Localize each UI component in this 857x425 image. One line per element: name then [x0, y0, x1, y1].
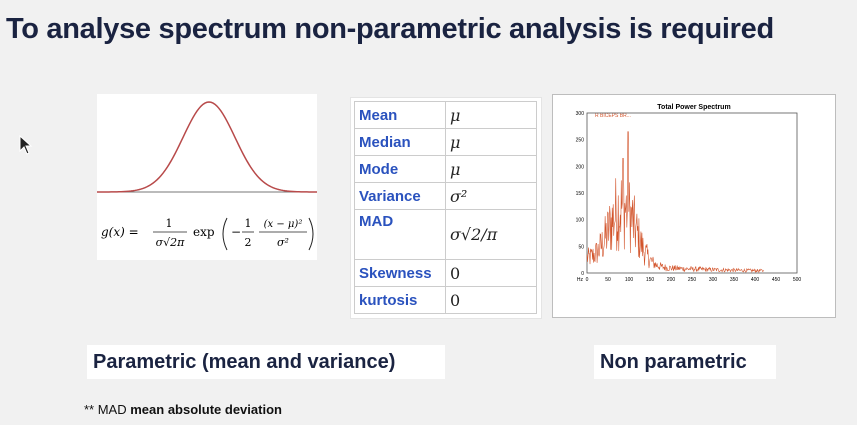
x-tick-label: 0 [586, 277, 589, 283]
formula-frac1-num: 1 [166, 217, 173, 230]
x-tick-label: 400 [751, 277, 760, 283]
stat-label: Median [354, 128, 446, 156]
y-tick-label: 200 [576, 164, 585, 170]
gaussian-figure: g(x) = 1 σ√2π exp − 1 2 (x − μ)² σ² [97, 94, 317, 260]
table-row: kurtosis 0 [354, 286, 537, 314]
power-spectrum-figure: Total Power Spectrum R BICEPS BR... 0 50 1… [552, 94, 836, 318]
y-tick-label: 50 [578, 244, 584, 250]
y-tick-label: 150 [576, 191, 585, 197]
stat-label: Variance [354, 182, 446, 210]
table-row: Mean μ [354, 101, 537, 129]
formula-frac2-num: 1 [245, 217, 252, 230]
stat-value: 0 [445, 259, 537, 287]
table-row: MAD σ√2/π [354, 209, 537, 260]
distribution-stats-table: Mean μ Median μ Mode μ Variance σ² MAD σ… [354, 101, 537, 314]
table-row: Mode μ [354, 155, 537, 183]
gaussian-formula: g(x) = 1 σ√2π exp − 1 2 (x − μ)² σ² [101, 217, 314, 251]
distribution-stats-table-panel: Mean μ Median μ Mode μ Variance σ² MAD σ… [350, 97, 542, 319]
y-tick-label: 100 [576, 218, 585, 224]
formula-frac2-den: 2 [245, 236, 252, 249]
formula-frac1-den: σ√2π [156, 236, 186, 249]
stat-value: μ [445, 128, 537, 156]
x-tick-label: 150 [646, 277, 655, 283]
x-tick-label: 100 [625, 277, 634, 283]
formula-minus: − [231, 225, 241, 239]
stat-value: μ [445, 155, 537, 183]
footnote: ** MAD mean absolute deviation [84, 402, 282, 417]
parametric-label: Parametric (mean and variance) [87, 345, 445, 379]
formula-lhs: g(x) = [101, 225, 139, 239]
x-tick-label: 500 [793, 277, 802, 283]
spectrum-plot-frame [586, 112, 798, 274]
table-row: Skewness 0 [354, 259, 537, 287]
stat-value: σ² [445, 182, 537, 210]
x-tick-label: 250 [688, 277, 697, 283]
mouse-cursor-icon [19, 135, 33, 155]
spectrum-legend: R BICEPS BR... [595, 113, 631, 119]
gaussian-curve [97, 101, 317, 193]
table-row: Variance σ² [354, 182, 537, 210]
slide-title: To analyse spectrum non-parametric analy… [6, 13, 774, 45]
gaussian-curve-plot [97, 101, 317, 193]
formula-frac3-num: (x − μ)² [264, 219, 303, 230]
y-tick-label: 0 [581, 271, 584, 277]
stat-label: kurtosis [354, 286, 446, 314]
x-tick-label: 50 [605, 277, 611, 283]
x-tick-label: 450 [772, 277, 781, 283]
x-tick-label: 350 [730, 277, 739, 283]
stat-label: Mean [354, 101, 446, 129]
stat-label: Skewness [354, 259, 446, 287]
table-row: Median μ [354, 128, 537, 156]
non-parametric-label: Non parametric [594, 345, 776, 379]
footnote-bold: mean absolute deviation [130, 402, 282, 417]
x-tick-label: 300 [709, 277, 718, 283]
formula-exp: exp [193, 225, 215, 239]
y-tick-label: 300 [576, 111, 585, 117]
stat-value: σ√2/π [445, 209, 537, 260]
spectrum-x-unit: Hz [577, 277, 584, 283]
power-spectrum-plot: Total Power Spectrum R BICEPS BR... 0 50 1… [576, 104, 802, 283]
stat-value: μ [445, 101, 537, 129]
stat-value: 0 [445, 286, 537, 314]
x-tick-label: 200 [667, 277, 676, 283]
formula-frac3-den: σ² [277, 236, 289, 249]
stat-label: MAD [354, 209, 446, 260]
spectrum-title: Total Power Spectrum [657, 104, 730, 111]
y-tick-label: 250 [576, 138, 585, 144]
spectrum-series-line [586, 131, 764, 274]
stat-label: Mode [354, 155, 446, 183]
footnote-prefix: ** MAD [84, 402, 127, 417]
